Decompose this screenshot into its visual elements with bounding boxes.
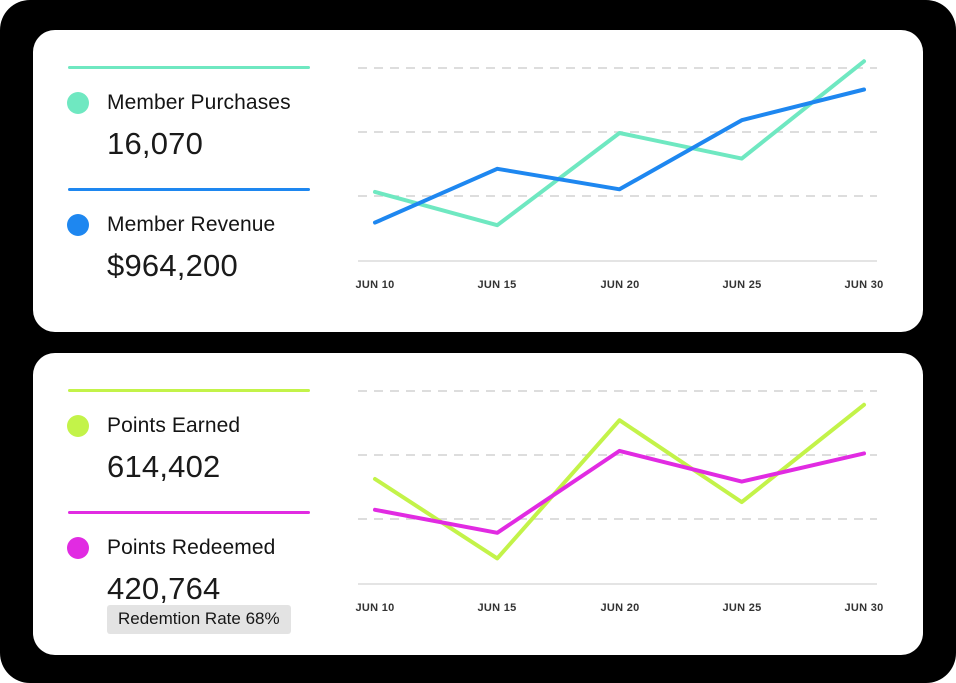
points-earned-value: 614,402	[107, 449, 221, 484]
members-line-chart-canvas	[358, 59, 877, 262]
x-tick-jun20: JUN 20	[600, 279, 640, 291]
points-earned-dot-icon	[67, 415, 89, 437]
x-tick-jun25: JUN 25	[722, 279, 762, 291]
redemption-rate-badge: Redemtion Rate 68%	[107, 605, 291, 634]
member-purchases-legend-line	[68, 66, 310, 69]
member-revenue-legend-line	[68, 188, 310, 191]
points-redeemed-legend: Points Redeemed	[67, 536, 275, 560]
points-redeemed-dot-icon	[67, 537, 89, 559]
x-tick-jun15: JUN 15	[477, 279, 517, 291]
points-chart-card: Points Earned 614,402 Points Redeemed 42…	[33, 353, 923, 655]
member-revenue-legend: Member Revenue	[67, 213, 275, 237]
x-tick-jun10: JUN 10	[355, 279, 395, 291]
line-points-redeemed	[373, 448, 866, 535]
member-purchases-dot-icon	[67, 92, 89, 114]
member-revenue-dot-icon	[67, 214, 89, 236]
points-earned-legend-line	[68, 389, 310, 392]
points-earned-label: Points Earned	[107, 414, 241, 437]
points-redeemed-value: 420,764	[107, 571, 221, 606]
member-revenue-value: $964,200	[107, 248, 238, 283]
x-tick-jun10: JUN 10	[355, 602, 395, 614]
x-axis-labels: JUN 10 JUN 15 JUN 20 JUN 25 JUN 30	[355, 279, 883, 295]
member-revenue-label: Member Revenue	[107, 213, 276, 236]
points-line-chart: JUN 10 JUN 15 JUN 20 JUN 25 JUN 30	[355, 353, 883, 655]
x-tick-jun30: JUN 30	[844, 279, 884, 291]
members-chart-card: Member Purchases 16,070 Member Revenue $…	[33, 30, 923, 332]
points-redeemed-legend-line	[68, 511, 310, 514]
points-earned-legend: Points Earned	[67, 414, 240, 438]
member-purchases-value: 16,070	[107, 126, 204, 161]
line-member-purchases	[373, 59, 866, 228]
line-member-revenue	[373, 87, 866, 225]
x-axis-labels: JUN 10 JUN 15 JUN 20 JUN 25 JUN 30	[355, 602, 883, 618]
member-purchases-label: Member Purchases	[107, 91, 291, 114]
members-line-chart: JUN 10 JUN 15 JUN 20 JUN 25 JUN 30	[355, 30, 883, 332]
x-tick-jun25: JUN 25	[722, 602, 762, 614]
member-purchases-legend: Member Purchases	[67, 91, 291, 115]
line-points-earned	[373, 402, 866, 561]
x-tick-jun20: JUN 20	[600, 602, 640, 614]
x-tick-jun15: JUN 15	[477, 602, 517, 614]
points-redeemed-label: Points Redeemed	[107, 536, 276, 559]
x-tick-jun30: JUN 30	[844, 602, 884, 614]
points-line-chart-canvas	[358, 390, 877, 585]
